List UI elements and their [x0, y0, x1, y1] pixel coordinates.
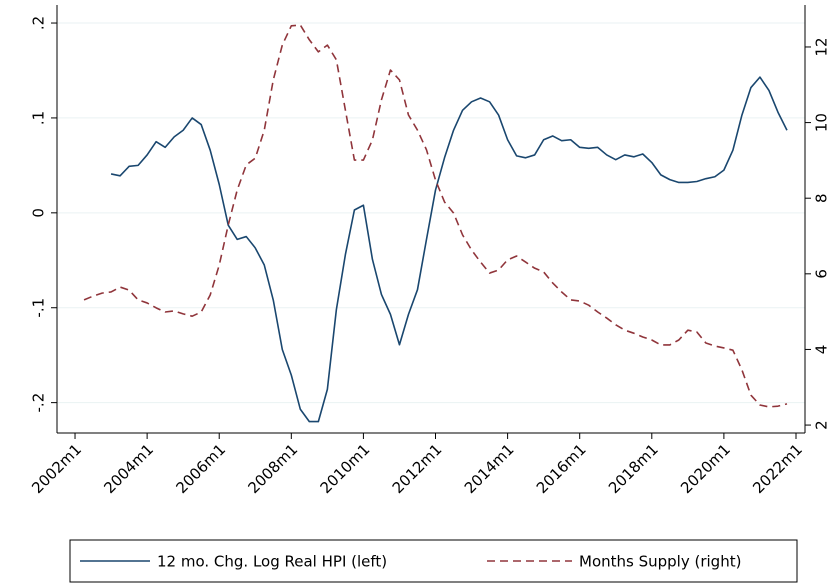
- y-tick-label: -.1: [30, 298, 48, 318]
- legend-box: [69, 539, 798, 583]
- y-tick-label: 0: [30, 208, 48, 218]
- x-tick-label: 2014m1: [461, 440, 518, 497]
- y-tick-label: -.2: [30, 393, 48, 413]
- x-tick-label: 2006m1: [172, 440, 229, 497]
- y-tick-label: .1: [30, 111, 48, 125]
- series-line: [110, 76, 788, 423]
- legend-label: 12 mo. Chg. Log Real HPI (left): [157, 553, 387, 571]
- y2-tick-label: 2: [813, 420, 831, 430]
- y2-tick-label: 10: [813, 113, 831, 132]
- y2-tick-label: 6: [813, 269, 831, 279]
- x-tick-label: 2004m1: [100, 440, 157, 497]
- y2-tick-label: 8: [813, 193, 831, 203]
- x-tick-label: 2010m1: [317, 440, 374, 497]
- x-tick-label: 2018m1: [605, 440, 662, 497]
- x-tick-label: 2020m1: [677, 440, 734, 497]
- legend-label: Months Supply (right): [579, 553, 741, 571]
- y2-tick-label: 4: [813, 345, 831, 355]
- series-line: [83, 24, 788, 408]
- x-tick-label: 2022m1: [749, 440, 806, 497]
- y2-tick-label: 12: [813, 37, 831, 56]
- x-tick-label: 2002m1: [28, 440, 85, 497]
- x-tick-label: 2012m1: [389, 440, 446, 497]
- x-tick-label: 2016m1: [533, 440, 590, 497]
- y-tick-label: .2: [30, 16, 48, 30]
- x-tick-label: 2008m1: [245, 440, 302, 497]
